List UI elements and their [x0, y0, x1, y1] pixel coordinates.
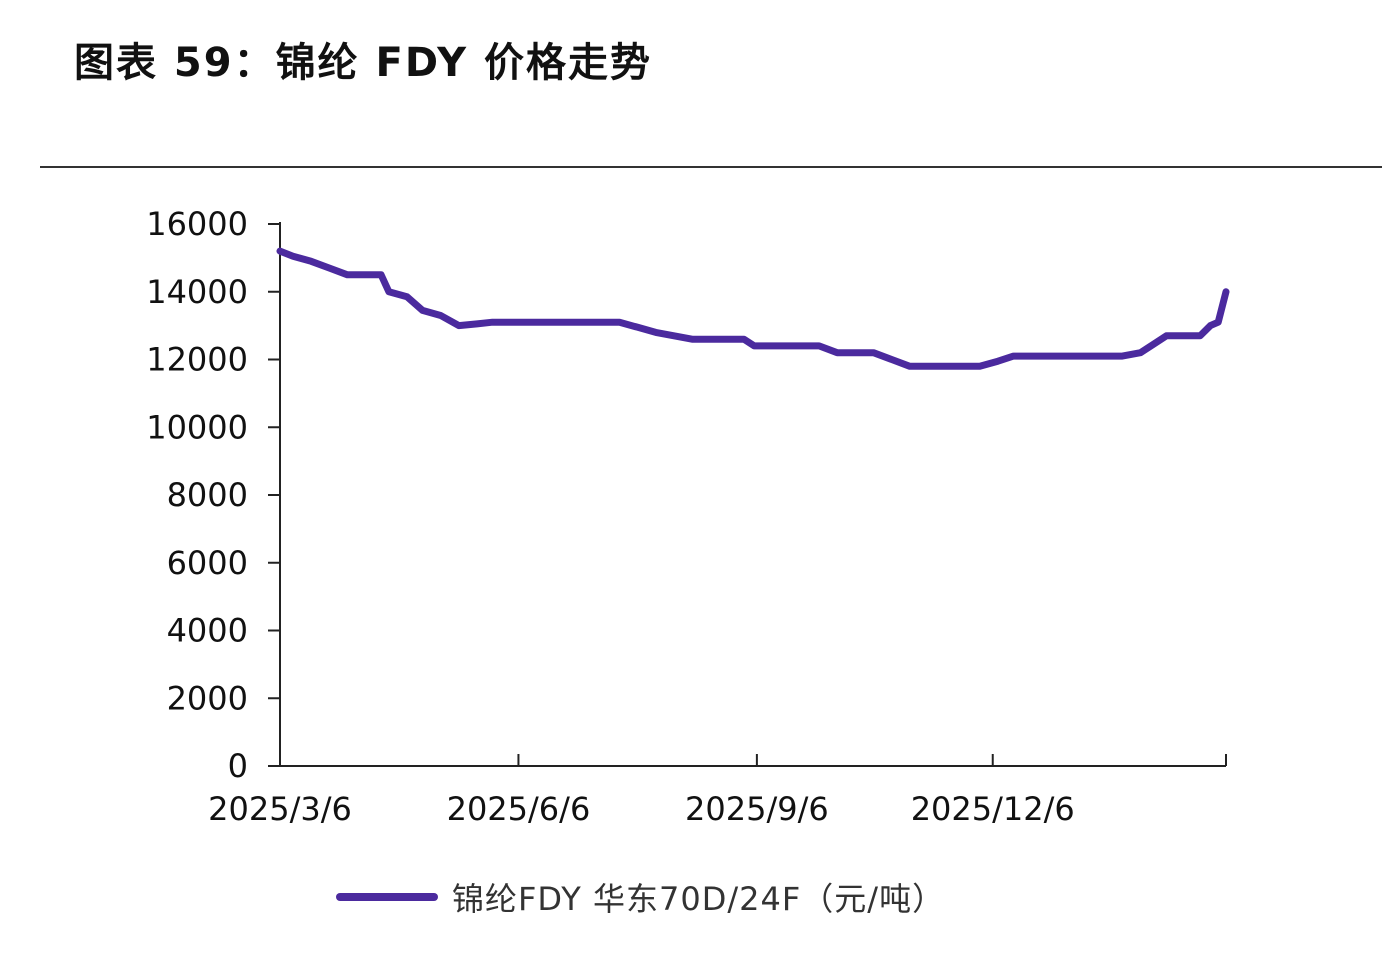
y-tick-label: 0	[228, 747, 248, 785]
y-tick-label: 2000	[167, 679, 248, 717]
series-line-0	[276, 247, 1230, 370]
x-tick-label: 2025/3/6	[208, 790, 352, 828]
y-tick-label: 10000	[146, 408, 248, 446]
y-tick-label: 8000	[167, 476, 248, 514]
x-axis: 2025/3/6 2025/6/6 2025/9/6 2025/12/6	[208, 754, 1227, 828]
legend: 锦纶FDY 华东70D/24F（元/吨）	[336, 872, 945, 922]
y-tick-label: 12000	[146, 341, 248, 379]
x-tick-label: 2025/6/6	[447, 790, 591, 828]
x-tick-label: 2025/9/6	[685, 790, 829, 828]
y-axis: 0 2000 4000 6000 8000 10000 12000 14000 16000	[146, 205, 281, 785]
legend-label: 锦纶FDY 华东70D/24F（元/吨）	[452, 880, 946, 918]
x-tick-label: 2025/12/6	[911, 790, 1075, 828]
y-tick-label: 14000	[146, 273, 248, 311]
legend-swatch	[336, 893, 438, 901]
series-layer	[276, 247, 1230, 370]
title-divider	[40, 166, 1382, 168]
y-tick-label: 6000	[167, 544, 248, 582]
chart-title: 图表 59：锦纶 FDY 价格走势	[74, 40, 653, 86]
y-tick-label: 16000	[146, 205, 248, 243]
y-tick-label: 4000	[167, 612, 248, 650]
